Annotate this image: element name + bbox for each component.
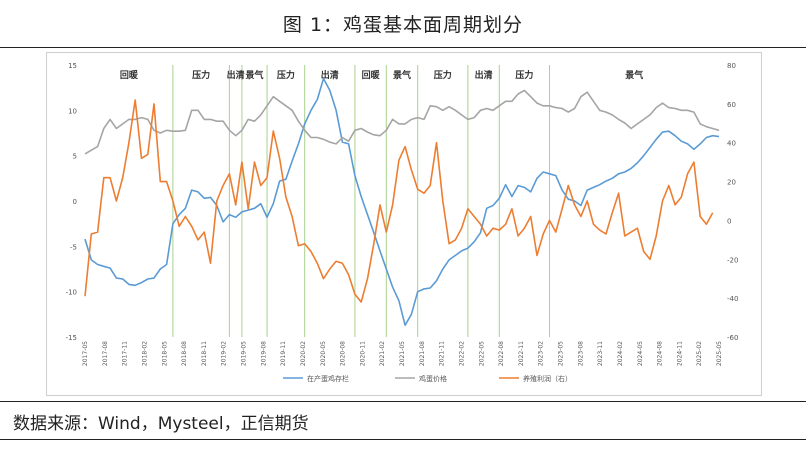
legend-label: 养殖利润（右） — [523, 374, 572, 383]
left-axis-tick: -10 — [66, 289, 77, 297]
data-source: 数据来源：Wind，Mysteel，正信期货 — [13, 414, 309, 434]
x-tick-label: 2023-08 — [577, 341, 584, 366]
phase-label: 出清 — [475, 69, 493, 81]
left-axis-tick: -5 — [70, 243, 77, 251]
x-tick-label: 2017-05 — [82, 341, 89, 366]
right-axis-tick: 20 — [727, 179, 736, 187]
x-tick-label: 2018-08 — [181, 341, 188, 366]
x-tick-label: 2023-05 — [558, 341, 565, 366]
x-tick-label: 2021-11 — [439, 341, 446, 366]
x-tick-label: 2020-08 — [340, 341, 347, 366]
legend-label: 鸡蛋价格 — [419, 374, 447, 383]
x-tick-label: 2022-05 — [478, 341, 485, 366]
x-tick-label: 2024-11 — [676, 341, 683, 366]
right-axis-tick: 40 — [727, 140, 736, 148]
phase-label: 景气 — [625, 69, 643, 81]
x-tick-label: 2022-08 — [498, 341, 505, 366]
left-axis-tick: 15 — [68, 62, 77, 70]
chart-frame: 回暖 压力 出清 景气 压力 出清 回暖 景气 压力 出清 压力 景气 15 10 5 0 -5 -10 -15 80… — [46, 52, 762, 396]
phase-label: 压力 — [192, 69, 210, 81]
phase-label: 景气 — [245, 69, 263, 81]
phase-label: 出清 — [321, 69, 339, 81]
right-axis-tick: 60 — [727, 101, 736, 109]
x-tick-label: 2019-02 — [221, 341, 228, 366]
phase-label: 压力 — [515, 69, 533, 81]
phase-label: 压力 — [434, 69, 452, 81]
left-axis-tick: 0 — [73, 198, 77, 206]
x-tick-label: 2018-02 — [141, 341, 148, 366]
x-tick-label: 2025-02 — [696, 341, 703, 366]
x-tick-label: 2017-11 — [122, 341, 129, 366]
x-tick-label: 2019-08 — [260, 341, 267, 366]
phase-label: 出清 — [227, 69, 245, 81]
x-tick-label: 2020-11 — [359, 341, 366, 366]
title-bar: 图 1：鸡蛋基本面周期划分 — [0, 0, 806, 48]
x-tick-label: 2018-05 — [161, 341, 168, 366]
x-tick-label: 2019-05 — [241, 341, 248, 366]
right-axis-tick: -40 — [727, 295, 738, 303]
x-tick-label: 2024-02 — [617, 341, 624, 366]
left-axis-tick: 5 — [73, 153, 77, 161]
legend-label: 在产蛋鸡存栏 — [307, 374, 349, 383]
x-tick-label: 2017-08 — [102, 341, 109, 366]
x-tick-label: 2022-02 — [458, 341, 465, 366]
right-axis-tick: 0 — [727, 217, 731, 225]
phase-label: 景气 — [393, 69, 411, 81]
x-tick-label: 2022-11 — [518, 341, 525, 366]
source-bar: 数据来源：Wind，Mysteel，正信期货 — [0, 401, 806, 440]
price-line — [84, 89, 720, 155]
left-axis-tick: -15 — [66, 334, 77, 342]
right-axis-tick: 80 — [727, 62, 736, 70]
x-tick-label: 2023-02 — [538, 341, 545, 366]
profit-line — [84, 99, 714, 303]
x-tick-label: 2020-02 — [300, 341, 307, 366]
x-tick-label: 2021-08 — [419, 341, 426, 366]
right-axis-tick: -60 — [727, 334, 738, 342]
x-tick-label: 2023-11 — [597, 341, 604, 366]
x-tick-label: 2024-05 — [637, 341, 644, 366]
x-tick-label: 2021-02 — [379, 341, 386, 366]
right-axis-tick: -20 — [727, 256, 738, 264]
x-tick-label: 2020-05 — [320, 341, 327, 366]
x-tick-label: 2021-05 — [399, 341, 406, 366]
x-tick-label: 2024-08 — [657, 341, 664, 366]
chart-svg: 回暖 压力 出清 景气 压力 出清 回暖 景气 压力 出清 压力 景气151050-5-10-1580… — [66, 62, 739, 383]
x-tick-label: 2025-05 — [716, 341, 723, 366]
chart-title: 图 1：鸡蛋基本面周期划分 — [282, 14, 524, 36]
phase-label: 回暖 — [120, 69, 139, 81]
phase-label: 回暖 — [362, 69, 381, 81]
phase-label: 压力 — [277, 69, 295, 81]
x-tick-label: 2019-11 — [280, 341, 287, 366]
inventory-line — [84, 77, 720, 327]
x-tick-label: 2018-11 — [201, 341, 208, 366]
left-axis-tick: 10 — [68, 107, 77, 115]
